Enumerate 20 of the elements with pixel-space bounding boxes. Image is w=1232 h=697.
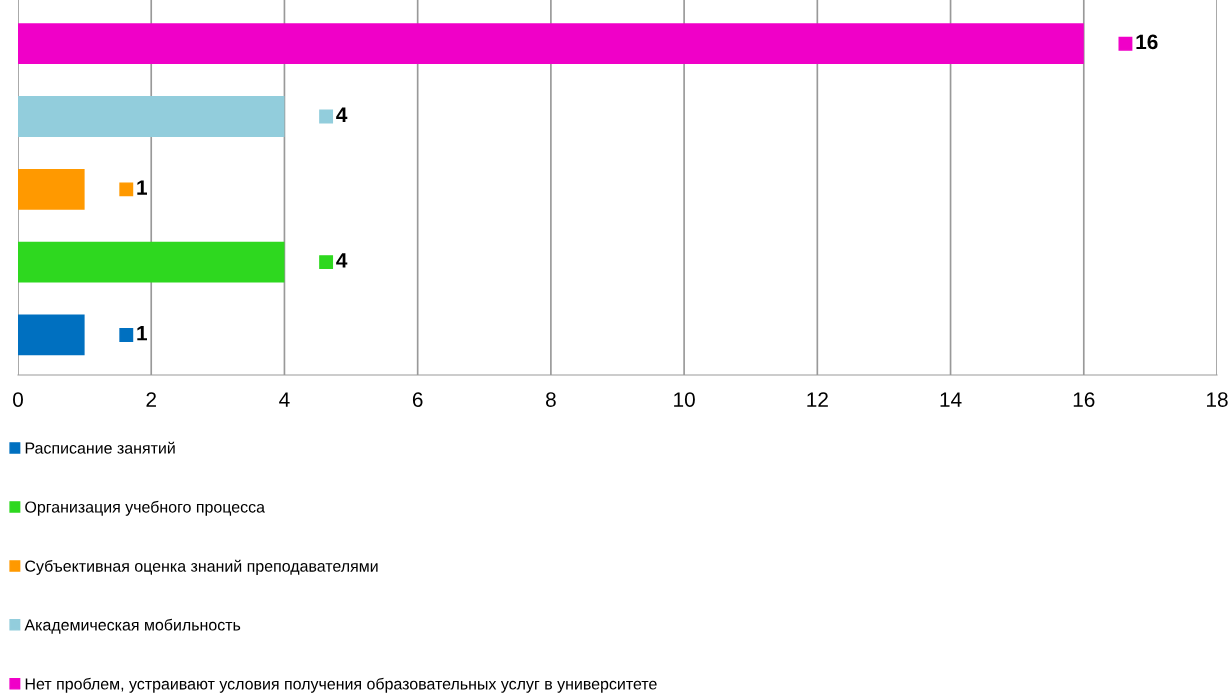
x-tick-label: 12 (807, 392, 828, 407)
x-tick-label: 4 (279, 392, 290, 407)
legend-label: Академическая мобильность (24, 618, 241, 634)
data-label: 4 (336, 107, 348, 122)
x-tick-label: 0 (13, 392, 23, 407)
legend-label: Субъективная оценка знаний преподавателями (25, 559, 378, 575)
data-label: 4 (336, 253, 348, 268)
x-tick-label: 16 (1073, 392, 1095, 407)
x-tick-label: 2 (146, 392, 156, 407)
x-tick-label: 14 (940, 392, 962, 407)
x-tick-label: 8 (546, 392, 556, 407)
data-label: 1 (137, 180, 148, 195)
x-tick-label: 18 (1207, 392, 1228, 407)
legend-label: Организация учебного процесса (25, 500, 265, 516)
x-tick-label: 10 (674, 392, 695, 407)
data-label: 16 (1136, 34, 1158, 50)
legend-label: Расписание занятий (25, 441, 175, 454)
data-label: 1 (137, 326, 148, 341)
legend-label: Нет проблем, устраивают условия получения образовательных услуг в университете (25, 677, 657, 693)
x-tick-label: 6 (412, 392, 423, 407)
